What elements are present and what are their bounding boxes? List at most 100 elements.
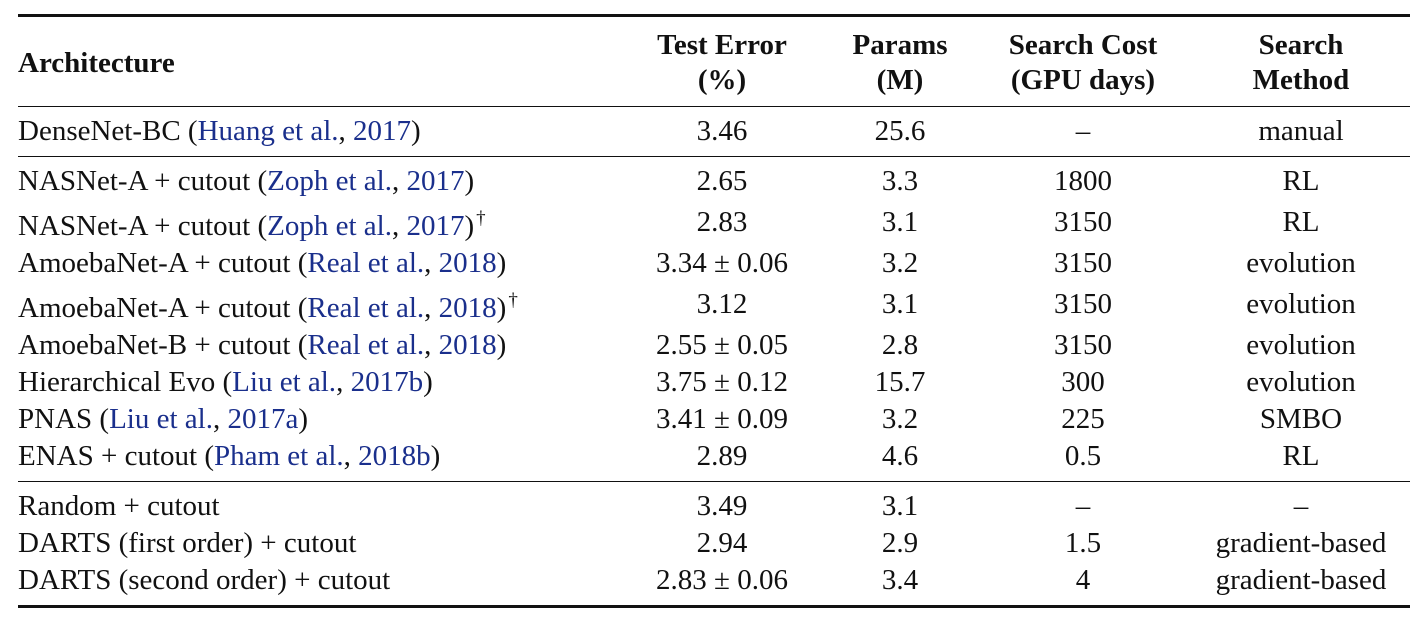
table-row: Random + cutout 3.49 3.1 – –: [18, 482, 1410, 526]
search-cost-cell: 0.5: [1064, 440, 1102, 472]
citation-year-link[interactable]: 2017: [353, 115, 412, 147]
header-row: Architecture Test Error (%) Params (M) Sea…: [18, 15, 1410, 107]
table-row: AmoebaNet-A + cutout (Real et al., 2018)…: [18, 245, 1410, 282]
table-row: NASNet-A + cutout (Zoph et al., 2017) 2.…: [18, 157, 1410, 201]
search-cost-cell: 300: [1061, 366, 1105, 398]
nas-methods-group: NASNet-A + cutout (Zoph et al., 2017) 2.…: [18, 157, 1410, 482]
params-cell: 3.1: [881, 490, 919, 522]
architecture-cell: NASNet-A + cutout (Zoph et al., 2017): [18, 165, 475, 197]
citation-year-link[interactable]: 2017b: [350, 366, 424, 398]
citation-year-link[interactable]: 2018b: [358, 440, 431, 472]
params-cell: 4.6: [881, 440, 919, 472]
search-cost-cell: 3150: [1054, 247, 1112, 279]
citation-link[interactable]: Real et al.: [307, 292, 425, 324]
params-cell: 3.2: [881, 247, 919, 279]
test-error-cell: 3.41 ± 0.09: [656, 403, 788, 435]
citation-link[interactable]: Huang et al.: [197, 115, 339, 147]
search-cost-cell: 1.5: [1064, 527, 1102, 559]
test-error-cell: 2.94: [696, 527, 748, 559]
baseline-group: DenseNet-BC (Huang et al., 2017) 3.46 25…: [18, 107, 1410, 157]
header-test-error: Test Error (%): [657, 29, 787, 96]
search-method-cell: manual: [1258, 115, 1344, 147]
header-search-method: Search Method: [1252, 29, 1350, 96]
dagger-footnote-mark: †: [508, 290, 518, 311]
table-row: NASNet-A + cutout (Zoph et al., 2017) † 2…: [18, 200, 1410, 245]
search-method-cell: RL: [1282, 165, 1320, 197]
test-error-cell: 2.65: [696, 165, 748, 197]
table-row: DARTS (first order) + cutout 2.94 2.9 1.…: [18, 525, 1410, 562]
architecture-cell: Hierarchical Evo (Liu et al., 2017b): [18, 366, 433, 398]
test-error-cell: 3.75 ± 0.12: [656, 366, 788, 398]
architecture-cell: DenseNet-BC (Huang et al., 2017): [18, 115, 421, 147]
citation-year-link[interactable]: 2017: [406, 210, 465, 242]
table-row: AmoebaNet-A + cutout (Real et al., 2018)…: [18, 282, 1410, 327]
architecture-cell: NASNet-A + cutout (Zoph et al., 2017) †: [18, 208, 486, 242]
test-error-cell: 2.83 ± 0.06: [656, 564, 788, 596]
search-method-cell: evolution: [1246, 329, 1356, 361]
search-cost-cell: 3150: [1054, 329, 1112, 361]
search-method-cell: evolution: [1246, 366, 1356, 398]
header-params: Params (M): [852, 29, 948, 96]
citation-year-link[interactable]: 2018: [438, 292, 497, 324]
params-cell: 3.1: [881, 288, 919, 320]
params-cell: 3.1: [881, 206, 919, 238]
citation-year-link[interactable]: 2018: [438, 329, 497, 361]
citation-year-link[interactable]: 2017a: [227, 403, 299, 435]
darts-group: Random + cutout 3.49 3.1 – – DARTS (firs…: [18, 482, 1410, 607]
search-method-cell: RL: [1282, 440, 1320, 472]
architecture-cell: DARTS (second order) + cutout: [18, 564, 391, 596]
architecture-cell: DARTS (first order) + cutout: [18, 527, 357, 559]
search-method-cell: gradient-based: [1215, 527, 1387, 559]
citation-year-link[interactable]: 2017: [406, 165, 465, 197]
search-cost-cell: –: [1075, 490, 1091, 522]
architecture-cell: PNAS (Liu et al., 2017a): [18, 403, 308, 435]
citation-link[interactable]: Real et al.: [307, 247, 425, 279]
search-cost-cell: 225: [1061, 403, 1105, 435]
citation-link[interactable]: Zoph et al.: [267, 165, 392, 197]
params-cell: 3.3: [881, 165, 919, 197]
header-architecture: Architecture: [18, 46, 175, 79]
test-error-cell: 3.46: [696, 115, 748, 147]
params-cell: 3.2: [881, 403, 919, 435]
search-method-cell: –: [1293, 490, 1309, 522]
search-cost-cell: –: [1075, 115, 1091, 147]
search-cost-cell: 3150: [1054, 206, 1112, 238]
params-cell: 3.4: [881, 564, 919, 596]
table-row: Hierarchical Evo (Liu et al., 2017b) 3.7…: [18, 364, 1410, 401]
test-error-cell: 3.12: [696, 288, 748, 320]
params-cell: 15.7: [874, 366, 926, 398]
header-search-cost: Search Cost (GPU days): [1008, 29, 1158, 96]
architecture-cell: Random + cutout: [18, 490, 220, 522]
test-error-cell: 2.55 ± 0.05: [656, 329, 788, 361]
table-row: DenseNet-BC (Huang et al., 2017) 3.46 25…: [18, 107, 1410, 157]
test-error-cell: 3.34 ± 0.06: [656, 247, 788, 279]
table-row: DARTS (second order) + cutout 2.83 ± 0.0…: [18, 562, 1410, 607]
search-cost-cell: 3150: [1054, 288, 1112, 320]
table-row: ENAS + cutout (Pham et al., 2018b) 2.89 …: [18, 438, 1410, 482]
citation-link[interactable]: Zoph et al.: [267, 210, 392, 242]
citation-link[interactable]: Pham et al.: [213, 440, 344, 472]
citation-link[interactable]: Real et al.: [307, 329, 425, 361]
search-cost-cell: 4: [1075, 564, 1091, 596]
architecture-cell: AmoebaNet-B + cutout (Real et al., 2018): [18, 329, 507, 361]
test-error-cell: 2.89: [696, 440, 748, 472]
table-header: Architecture Test Error (%) Params (M) Sea…: [18, 15, 1410, 107]
table-row: AmoebaNet-B + cutout (Real et al., 2018)…: [18, 327, 1410, 364]
search-method-cell: SMBO: [1259, 403, 1343, 435]
citation-link[interactable]: Liu et al.: [232, 366, 337, 398]
results-table-container: Architecture Test Error (%) Params (M) Sea…: [18, 14, 1410, 608]
architecture-cell: ENAS + cutout (Pham et al., 2018b): [18, 440, 441, 472]
citation-link[interactable]: Liu et al.: [109, 403, 213, 435]
params-cell: 2.8: [881, 329, 919, 361]
architecture-cell: AmoebaNet-A + cutout (Real et al., 2018)…: [18, 290, 518, 324]
params-cell: 2.9: [881, 527, 919, 559]
search-method-cell: evolution: [1246, 288, 1356, 320]
dagger-footnote-mark: †: [476, 208, 486, 229]
results-table: Architecture Test Error (%) Params (M) Sea…: [18, 14, 1410, 608]
search-cost-cell: 1800: [1054, 165, 1112, 197]
architecture-cell: AmoebaNet-A + cutout (Real et al., 2018): [18, 247, 507, 279]
params-cell: 25.6: [874, 115, 926, 147]
search-method-cell: RL: [1282, 206, 1320, 238]
citation-year-link[interactable]: 2018: [438, 247, 497, 279]
test-error-cell: 3.49: [696, 490, 748, 522]
